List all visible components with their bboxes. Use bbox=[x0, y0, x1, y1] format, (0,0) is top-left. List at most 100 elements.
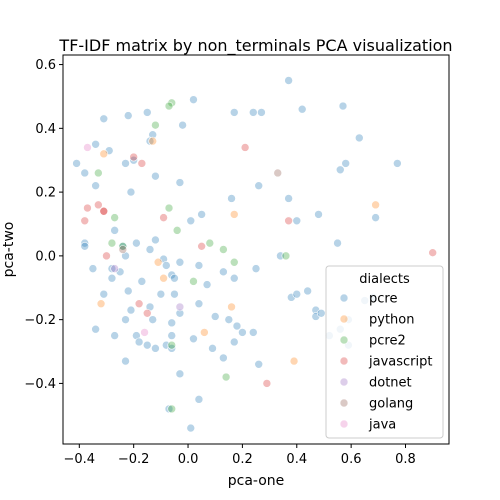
data-point-pcre bbox=[145, 245, 155, 254]
data-point-pcre bbox=[178, 120, 187, 130]
legend-label-java: java bbox=[368, 418, 396, 433]
legend-label-pcre2: pcre2 bbox=[369, 334, 406, 349]
data-point-pcre bbox=[186, 216, 196, 226]
data-point-pcre bbox=[227, 194, 236, 203]
y-tick-label: 0.0 bbox=[35, 249, 56, 264]
legend-marker-python bbox=[339, 314, 349, 324]
legend: dialects pcre python pcre2 javascript dotnet g… bbox=[325, 265, 444, 439]
data-point-pcre bbox=[210, 312, 220, 321]
data-point-dotnet bbox=[110, 264, 119, 273]
data-point-pcre bbox=[287, 293, 296, 302]
legend-label-javascript: javascript bbox=[368, 355, 432, 370]
x-axis-label: pca-one bbox=[228, 473, 285, 489]
plot-frame bbox=[62, 54, 450, 445]
data-point-pcre bbox=[219, 267, 228, 277]
data-point-pcre bbox=[229, 337, 239, 347]
data-point-python bbox=[229, 210, 239, 219]
data-point-pcre bbox=[393, 159, 402, 168]
data-point-pcre bbox=[151, 235, 160, 245]
legend-marker-dotnet bbox=[339, 377, 349, 387]
data-point-dotnet bbox=[175, 302, 185, 312]
data-point-pcre bbox=[156, 289, 166, 299]
data-point-pcre bbox=[80, 242, 90, 251]
data-point-javascript bbox=[142, 308, 152, 318]
y-tick-label: −0.4 bbox=[24, 377, 56, 392]
data-point-python bbox=[289, 356, 299, 366]
data-point-pcre bbox=[354, 133, 364, 143]
y-tick-label: 0.4 bbox=[35, 122, 56, 137]
data-point-pcre bbox=[314, 210, 323, 219]
data-point-javascript bbox=[94, 200, 103, 210]
legend-box bbox=[325, 265, 444, 439]
data-point-python bbox=[371, 200, 380, 210]
data-point-javascript bbox=[80, 216, 90, 226]
series-dotnet bbox=[110, 264, 185, 312]
data-point-pcre bbox=[311, 312, 321, 321]
x-tick-label: −0.4 bbox=[64, 452, 96, 467]
data-point-pcre bbox=[341, 159, 351, 168]
data-point-pcre2 bbox=[229, 257, 239, 267]
data-point-pcre bbox=[208, 344, 217, 353]
data-point-javascript bbox=[137, 159, 147, 168]
data-point-javascript bbox=[129, 152, 138, 162]
data-point-golang bbox=[118, 245, 128, 254]
data-point-pcre bbox=[224, 315, 234, 324]
data-point-pcre bbox=[197, 210, 206, 219]
data-point-pcre bbox=[148, 315, 158, 324]
data-point-python bbox=[200, 328, 209, 337]
data-point-pcre bbox=[104, 146, 114, 155]
data-point-pcre bbox=[137, 277, 147, 286]
data-point-pcre bbox=[115, 267, 125, 277]
data-point-pcre bbox=[142, 340, 152, 350]
series-pcre2 bbox=[94, 98, 291, 414]
data-point-pcre bbox=[292, 216, 302, 226]
data-point-java bbox=[140, 328, 149, 337]
y-tick-label: −0.2 bbox=[24, 313, 56, 328]
legend-label-python: python bbox=[369, 313, 414, 328]
data-point-pcre bbox=[145, 136, 155, 146]
x-axis: −0.4 −0.2 0.0 0.2 0.4 0.6 0.8 bbox=[64, 444, 416, 467]
data-point-pcre bbox=[311, 305, 321, 315]
data-point-pcre bbox=[284, 194, 293, 203]
data-point-pcre bbox=[257, 108, 266, 117]
data-point-pcre bbox=[80, 238, 90, 248]
data-point-pcre2 bbox=[164, 101, 174, 111]
data-point-pcre bbox=[145, 302, 155, 312]
data-point-pcre bbox=[91, 324, 100, 334]
data-point-pcre bbox=[121, 356, 130, 366]
data-point-pcre bbox=[248, 328, 258, 337]
data-point-pcre bbox=[129, 155, 138, 165]
data-point-pcre2 bbox=[118, 242, 128, 251]
data-point-pcre bbox=[72, 159, 81, 168]
data-point-javascript bbox=[99, 206, 109, 216]
data-point-pcre bbox=[132, 331, 141, 340]
data-point-pcre bbox=[80, 168, 90, 178]
chart-title: TF-IDF matrix by non_terminals PCA visua… bbox=[58, 36, 452, 56]
data-point-pcre bbox=[126, 305, 136, 315]
series-python bbox=[96, 136, 380, 366]
data-point-pcre bbox=[194, 299, 204, 309]
data-point-pcre bbox=[134, 337, 144, 347]
data-point-pcre bbox=[189, 95, 198, 104]
data-point-pcre bbox=[159, 254, 168, 264]
data-point-pcre bbox=[248, 108, 258, 117]
data-point-pcre2 bbox=[189, 277, 198, 286]
data-point-pcre bbox=[161, 261, 171, 270]
data-point-pcre bbox=[151, 344, 160, 353]
data-point-javascript bbox=[240, 143, 250, 152]
data-point-pcre bbox=[107, 264, 117, 273]
data-point-pcre bbox=[254, 181, 264, 191]
data-point-pcre2 bbox=[167, 340, 177, 350]
data-point-pcre bbox=[123, 286, 133, 296]
data-point-python bbox=[96, 299, 106, 309]
data-point-pcre bbox=[175, 369, 185, 379]
data-point-pcre bbox=[371, 213, 380, 222]
data-point-java bbox=[83, 143, 92, 152]
data-point-pcre bbox=[107, 273, 117, 283]
data-point-pcre bbox=[251, 264, 261, 273]
data-point-pcre bbox=[284, 76, 293, 85]
data-point-pcre bbox=[167, 318, 177, 328]
y-tick-label: 0.6 bbox=[35, 58, 56, 73]
data-point-pcre bbox=[175, 178, 185, 187]
data-point-javascript bbox=[159, 213, 168, 222]
